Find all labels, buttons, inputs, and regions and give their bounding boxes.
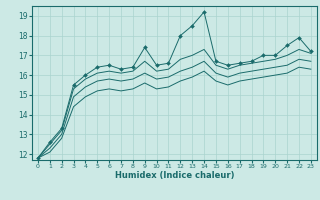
X-axis label: Humidex (Indice chaleur): Humidex (Indice chaleur) bbox=[115, 171, 234, 180]
